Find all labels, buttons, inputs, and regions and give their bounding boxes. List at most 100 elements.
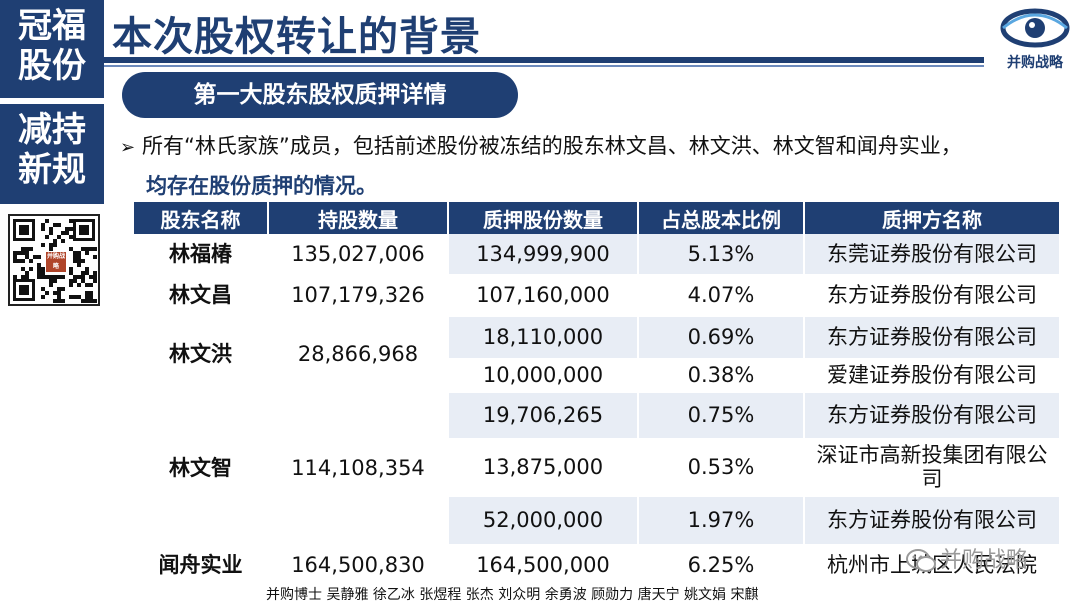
qr-module — [17, 259, 21, 263]
paragraph-line1: 所有“林氏家族”成员，包括前述股份被冻结的股东林文昌、林文洪、林文智和闻舟实业， — [142, 134, 962, 158]
title-divider-thin — [104, 65, 984, 67]
cell-pledged: 10,000,000 — [448, 358, 639, 393]
qr-module — [77, 275, 81, 279]
cell-shares: 164,500,830 — [268, 544, 449, 587]
table-row: 林文洪 28,866,968 18,110,000 0.69% 东方证券股份有限公司 — [134, 316, 1061, 393]
cell-pledgee: 爱建证券股份有限公司 — [804, 358, 1061, 393]
qr-module — [81, 271, 85, 275]
brand-logo: 并购战略 — [994, 6, 1076, 71]
sidebar: 冠福 股份 减持 新规 并购战略 — [0, 0, 104, 608]
qr-module — [37, 275, 41, 279]
qr-module — [37, 255, 41, 259]
header-pledged: 质押股份数量 — [448, 202, 639, 234]
table-row: 林福椿 135,027,006 134,999,900 5.13% 东莞证券股份有限公司 — [134, 234, 1061, 275]
qr-module — [85, 271, 89, 275]
qr-module — [25, 251, 29, 255]
qr-module — [53, 279, 57, 283]
cell-pledgee: 东莞证券股份有限公司 — [804, 234, 1061, 275]
qr-module — [61, 299, 65, 303]
qr-module — [85, 247, 89, 251]
section-heading: 第一大股东股权质押详情 — [122, 72, 518, 118]
header-pledgee: 质押方名称 — [804, 202, 1061, 234]
qr-module — [77, 295, 81, 299]
qr-module — [49, 275, 53, 279]
qr-module — [69, 227, 73, 231]
cell-holder: 闻舟实业 — [134, 544, 269, 587]
qr-module — [21, 267, 25, 271]
qr-module — [45, 291, 49, 295]
qr-module — [37, 267, 41, 271]
cell-ratio: 4.07% — [638, 274, 805, 317]
qr-module — [41, 287, 45, 291]
qr-module — [53, 239, 57, 243]
qr-module — [41, 243, 45, 247]
qr-module — [13, 251, 17, 255]
cell-pledgee: 东方证券股份有限公司 — [804, 316, 1061, 359]
qr-module — [25, 255, 29, 259]
qr-module — [69, 219, 73, 223]
qr-module — [29, 259, 33, 263]
qr-module — [25, 271, 29, 275]
qr-module — [61, 287, 65, 291]
logo-text: 并购战略 — [1007, 55, 1063, 71]
cell-ratio: 6.25% — [638, 544, 805, 587]
table-row: 52,000,000 1.97% 东方证券股份有限公司 — [134, 496, 1061, 545]
bullet-line: ➢ 所有“林氏家族”成员，包括前述股份被冻结的股东林文昌、林文洪、林文智和闻舟实业… — [120, 130, 962, 160]
qr-module — [49, 283, 53, 287]
qr-module — [49, 243, 53, 247]
watermark-text: 并购战略 — [940, 548, 1029, 573]
sidebar-company-line2: 股份 — [18, 46, 86, 86]
qr-module — [85, 251, 89, 255]
qr-module — [41, 223, 45, 227]
qr-module — [85, 295, 89, 299]
qr-module — [93, 247, 97, 251]
qr-module — [57, 235, 61, 239]
qr-module — [89, 291, 93, 295]
qr-module — [93, 299, 97, 303]
qr-module — [81, 275, 85, 279]
qr-module — [13, 255, 17, 259]
sidebar-company-line1: 冠福 — [18, 6, 86, 46]
cell-pledgee: 东方证券股份有限公司 — [804, 274, 1061, 317]
eye-logo-icon — [1000, 8, 1070, 48]
qr-module — [53, 243, 57, 247]
qr-finder-core — [79, 225, 89, 235]
title-divider — [104, 57, 984, 63]
qr-module — [69, 235, 73, 239]
qr-module — [53, 223, 57, 227]
arrow-bullet-icon: ➢ — [120, 137, 136, 158]
qr-module — [69, 247, 73, 251]
qr-module — [41, 271, 45, 275]
qr-module — [57, 291, 61, 295]
qr-module — [93, 271, 97, 275]
qr-module — [81, 299, 85, 303]
qr-module — [65, 231, 69, 235]
qr-module — [77, 263, 81, 267]
header-shares: 持股数量 — [268, 202, 449, 234]
cell-pledged: 107,160,000 — [448, 274, 639, 317]
qr-module — [33, 255, 37, 259]
cell-shares: 107,179,326 — [268, 274, 449, 317]
cell-ratio: 5.13% — [638, 234, 805, 275]
qr-module — [53, 275, 57, 279]
qr-module — [81, 247, 85, 251]
qr-module — [57, 287, 61, 291]
qr-finder-core — [19, 225, 29, 235]
qr-module — [53, 299, 57, 303]
sidebar-topic-line2: 新规 — [18, 150, 86, 190]
cell-shares: 114,108,354 — [268, 392, 449, 545]
qr-module — [89, 299, 93, 303]
cell-holder: 林福椿 — [134, 234, 269, 275]
qr-module — [61, 239, 65, 243]
qr-module — [45, 275, 49, 279]
cell-ratio: 0.69% — [638, 316, 805, 359]
qr-finder-core — [19, 285, 29, 295]
cell-pledged: 13,875,000 — [448, 438, 639, 497]
qr-module — [41, 267, 45, 271]
table-row: 10,000,000 0.38% 爱建证券股份有限公司 — [134, 358, 1061, 393]
page-title: 本次股权转让的背景 — [112, 14, 481, 60]
sidebar-topic-block: 减持 新规 — [0, 104, 104, 204]
qr-module — [89, 247, 93, 251]
qr-module — [81, 279, 85, 283]
wechat-icon — [906, 549, 936, 572]
